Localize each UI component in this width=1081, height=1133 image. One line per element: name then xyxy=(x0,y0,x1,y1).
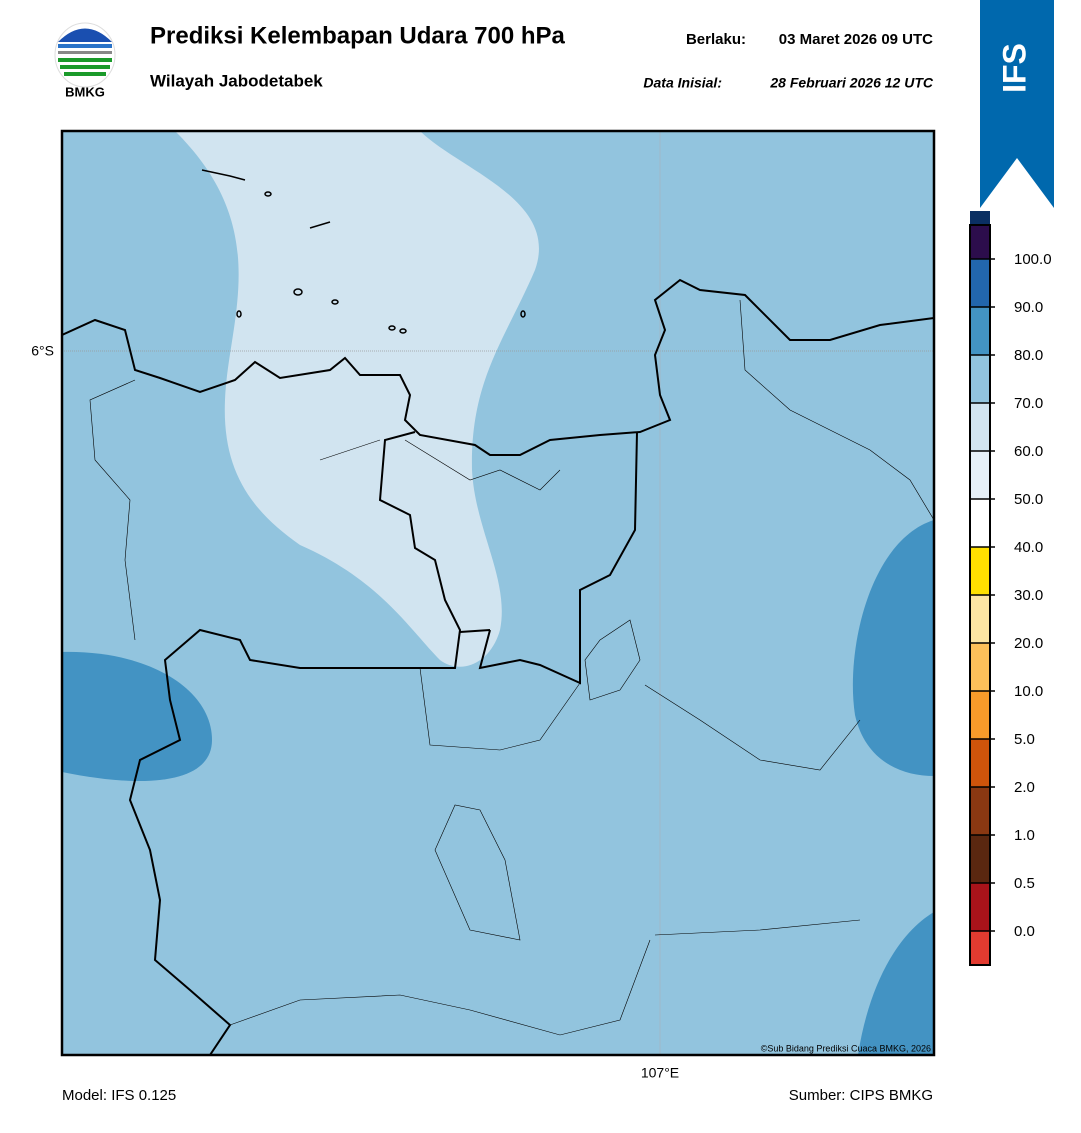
colorbar-segment xyxy=(970,403,990,451)
colorbar-tick-label: 10.0 xyxy=(1014,683,1043,700)
colorbar-tick-label: 100.0 xyxy=(1014,251,1052,268)
colorbar-tick-label: 2.0 xyxy=(1014,779,1035,796)
logo-text: BMKG xyxy=(65,84,105,99)
colorbar-segment xyxy=(970,643,990,691)
valid-time: 03 Maret 2026 09 UTC xyxy=(779,31,933,48)
credit: ©Sub Bidang Prediksi Cuaca BMKG, 2026 xyxy=(761,1043,931,1053)
badge-text: IFS xyxy=(996,43,1032,93)
colorbar-tick-label: 80.0 xyxy=(1014,347,1043,364)
model-info: Model: IFS 0.125 xyxy=(62,1087,176,1104)
colorbar-segment xyxy=(970,499,990,547)
subtitle: Wilayah Jabodetabek xyxy=(150,71,323,90)
colorbar-segment xyxy=(970,451,990,499)
colorbar-segment xyxy=(970,355,990,403)
humidity-zone xyxy=(852,520,934,776)
colorbar-segment xyxy=(970,931,990,965)
colorbar-segment xyxy=(970,835,990,883)
title: Prediksi Kelembapan Udara 700 hPa xyxy=(150,22,566,49)
init-label: Data Inisial: xyxy=(643,75,722,91)
district-border xyxy=(89,299,934,1036)
islands xyxy=(201,169,526,334)
colorbar-segment xyxy=(970,259,990,307)
init-time: 28 Februari 2026 12 UTC xyxy=(769,75,934,91)
colorbar-segment xyxy=(970,307,990,355)
colorbar-segment xyxy=(970,883,990,931)
colorbar-segment xyxy=(970,547,990,595)
lat-label: 6°S xyxy=(31,343,54,359)
humidity-zone xyxy=(858,912,934,1055)
valid-label: Berlaku: xyxy=(686,31,746,48)
lon-label: 107°E xyxy=(641,1065,679,1081)
colorbar-tick-label: 5.0 xyxy=(1014,731,1035,748)
colorbar-segment xyxy=(970,225,990,259)
colorbar-segment xyxy=(970,787,990,835)
colorbar-segment xyxy=(970,691,990,739)
colorbar-tick-label: 50.0 xyxy=(1014,491,1043,508)
colorbar-segment xyxy=(970,739,990,787)
colorbar-tick-label: 0.5 xyxy=(1014,875,1035,892)
colorbar: 0.0 0.5 1.0 2.0 5.0 10.0 20.0 30.0 40.0 50.0 60.0 7… xyxy=(969,211,1052,966)
colorbar-tick-label: 40.0 xyxy=(1014,539,1043,556)
coastline xyxy=(62,278,934,456)
colorbar-segment xyxy=(970,595,990,643)
source-info: Sumber: CIPS BMKG xyxy=(789,1087,933,1104)
humidity-zone xyxy=(62,651,212,782)
colorbar-tick-label: 20.0 xyxy=(1014,635,1043,652)
map-frame xyxy=(60,129,936,1057)
map: ©Sub Bidang Prediksi Cuaca BMKG, 2026 xyxy=(62,131,934,1055)
colorbar-tick-label: 1.0 xyxy=(1014,827,1035,844)
colorbar-tick-label: 90.0 xyxy=(1014,299,1043,316)
bmkg-logo: BMKG xyxy=(54,22,116,99)
ifs-badge xyxy=(980,0,1054,208)
colorbar-tick-label: 60.0 xyxy=(1014,443,1043,460)
colorbar-tick-label: 0.0 xyxy=(1014,923,1035,940)
colorbar-tick-label: 70.0 xyxy=(1014,395,1043,412)
colorbar-tick-label: 30.0 xyxy=(1014,587,1043,604)
humidity-zone xyxy=(175,131,539,667)
